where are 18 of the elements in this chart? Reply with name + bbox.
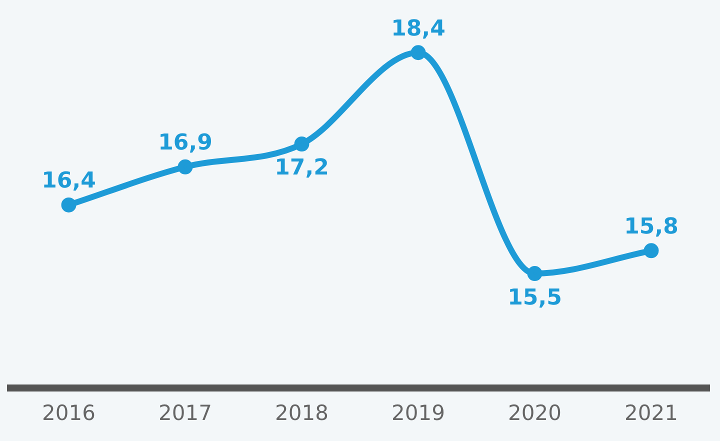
point xyxy=(178,159,193,174)
x-tick-label: 2019 xyxy=(392,400,445,425)
x-tick-label: 2021 xyxy=(624,400,678,425)
x-tick-label: 2017 xyxy=(158,400,212,425)
data-label: 15,8 xyxy=(624,214,678,240)
point xyxy=(61,197,76,212)
point xyxy=(410,45,426,60)
point xyxy=(527,266,542,282)
x-tick-label: 2020 xyxy=(508,400,562,425)
data-label: 18,4 xyxy=(391,16,446,42)
data-label: 17,2 xyxy=(274,156,329,181)
x-tick-label: 2016 xyxy=(42,400,96,425)
point xyxy=(294,136,310,152)
data-label: 16,4 xyxy=(42,168,96,194)
data-label: 16,9 xyxy=(158,130,212,156)
point xyxy=(644,243,659,258)
x-tick-label: 2018 xyxy=(275,400,328,425)
data-label: 15,5 xyxy=(508,285,562,310)
